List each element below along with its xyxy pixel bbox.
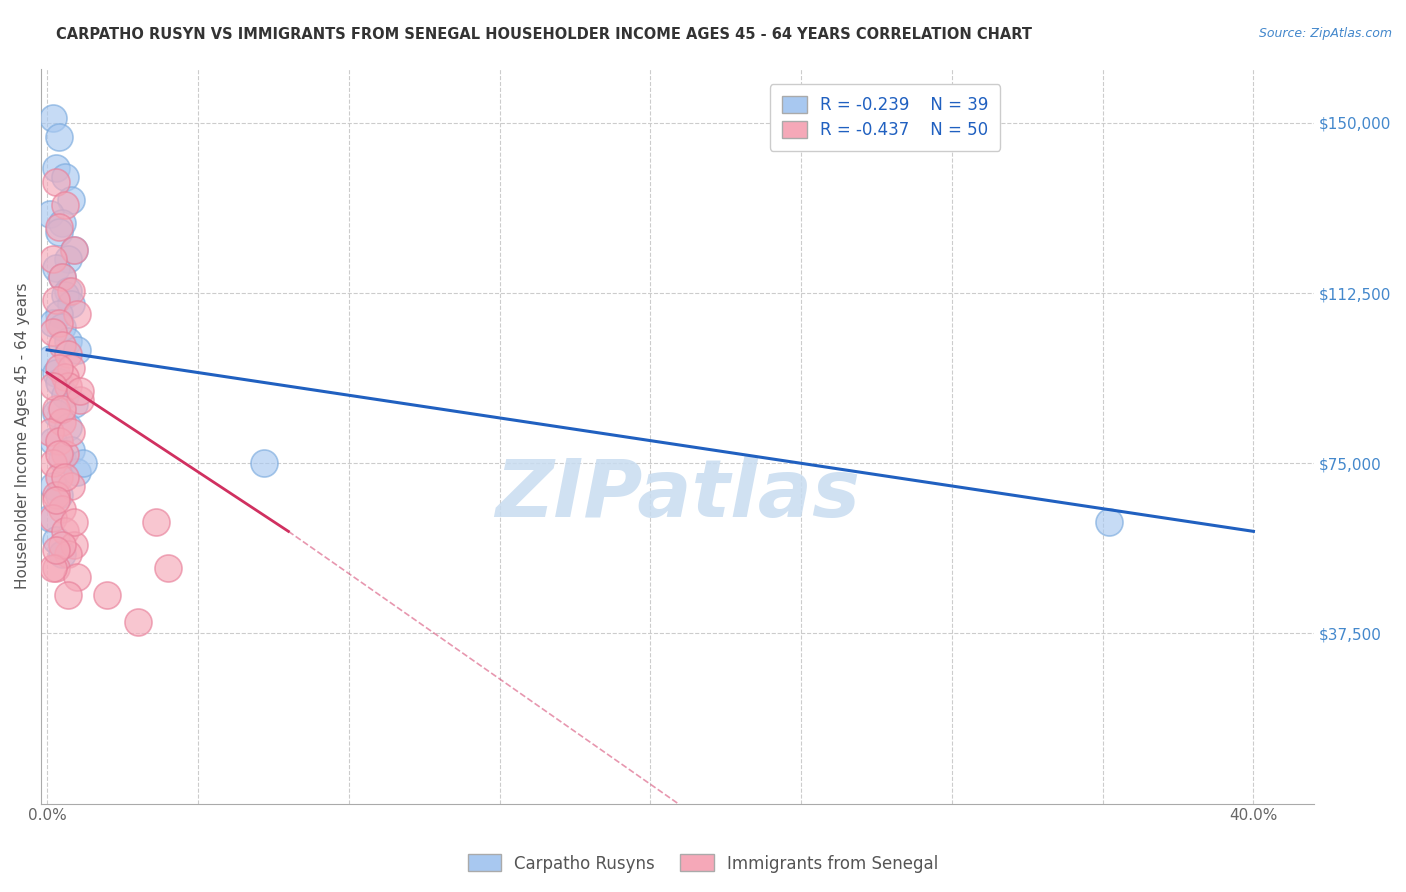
Point <box>127 615 149 629</box>
Point <box>45 533 67 548</box>
Point <box>66 307 89 321</box>
Point <box>48 225 70 239</box>
Point <box>48 316 70 330</box>
Point <box>66 570 89 584</box>
Text: CARPATHO RUSYN VS IMMIGRANTS FROM SENEGAL HOUSEHOLDER INCOME AGES 45 - 64 YEARS : CARPATHO RUSYN VS IMMIGRANTS FROM SENEGA… <box>56 27 1032 42</box>
Point <box>42 479 65 493</box>
Point <box>51 216 73 230</box>
Point <box>53 197 76 211</box>
Point <box>53 170 76 185</box>
Point <box>60 284 83 298</box>
Point <box>45 293 67 307</box>
Point <box>96 588 118 602</box>
Point <box>45 261 67 276</box>
Point <box>58 347 80 361</box>
Point <box>63 538 86 552</box>
Point <box>45 366 67 380</box>
Point <box>66 343 89 357</box>
Point <box>48 488 70 502</box>
Point <box>53 370 76 384</box>
Point <box>72 456 94 470</box>
Point <box>45 492 67 507</box>
Point <box>69 392 91 407</box>
Point <box>42 456 65 470</box>
Point <box>60 193 83 207</box>
Point <box>58 379 80 393</box>
Point <box>51 320 73 334</box>
Point <box>45 175 67 189</box>
Legend: R = -0.239    N = 39, R = -0.437    N = 50: R = -0.239 N = 39, R = -0.437 N = 50 <box>770 84 1000 151</box>
Text: Source: ZipAtlas.com: Source: ZipAtlas.com <box>1258 27 1392 40</box>
Point <box>63 243 86 257</box>
Point <box>63 243 86 257</box>
Point <box>51 538 73 552</box>
Point <box>45 406 67 420</box>
Point <box>58 588 80 602</box>
Point <box>45 161 67 176</box>
Point <box>53 470 76 484</box>
Point <box>39 207 62 221</box>
Point <box>53 447 76 461</box>
Point <box>58 420 80 434</box>
Point <box>51 547 73 561</box>
Point <box>42 510 65 524</box>
Point <box>48 361 70 376</box>
Point <box>69 384 91 398</box>
Point <box>51 270 73 285</box>
Point <box>45 560 67 574</box>
Point <box>58 252 80 266</box>
Point <box>51 401 73 416</box>
Point <box>53 288 76 302</box>
Point <box>60 442 83 457</box>
Point <box>63 516 86 530</box>
Point <box>51 416 73 430</box>
Point <box>45 488 67 502</box>
Point <box>53 524 76 539</box>
Point <box>48 220 70 235</box>
Point <box>39 351 62 366</box>
Point <box>51 501 73 516</box>
Point <box>42 112 65 126</box>
Point <box>60 297 83 311</box>
Point <box>42 325 65 339</box>
Point <box>156 560 179 574</box>
Point <box>48 434 70 448</box>
Point <box>51 338 73 352</box>
Point <box>58 284 80 298</box>
Point <box>42 316 65 330</box>
Point <box>42 252 65 266</box>
Point <box>51 270 73 285</box>
Point <box>60 479 83 493</box>
Text: ZIPatlas: ZIPatlas <box>495 456 860 534</box>
Point <box>253 456 276 470</box>
Point <box>45 542 67 557</box>
Point <box>48 470 70 484</box>
Point <box>48 375 70 389</box>
Point <box>63 397 86 411</box>
Legend: Carpatho Rusyns, Immigrants from Senegal: Carpatho Rusyns, Immigrants from Senegal <box>461 847 945 880</box>
Point <box>58 547 80 561</box>
Point <box>58 334 80 348</box>
Point <box>39 510 62 524</box>
Point <box>48 129 70 144</box>
Point <box>42 379 65 393</box>
Point <box>66 466 89 480</box>
Y-axis label: Householder Income Ages 45 - 64 years: Householder Income Ages 45 - 64 years <box>15 283 30 590</box>
Point <box>48 307 70 321</box>
Point <box>45 401 67 416</box>
Point <box>60 361 83 376</box>
Point <box>60 425 83 439</box>
Point <box>145 516 167 530</box>
Point <box>1098 516 1121 530</box>
Point <box>42 434 65 448</box>
Point <box>53 388 76 402</box>
Point <box>39 425 62 439</box>
Point <box>51 451 73 466</box>
Point <box>42 560 65 574</box>
Point <box>48 447 70 461</box>
